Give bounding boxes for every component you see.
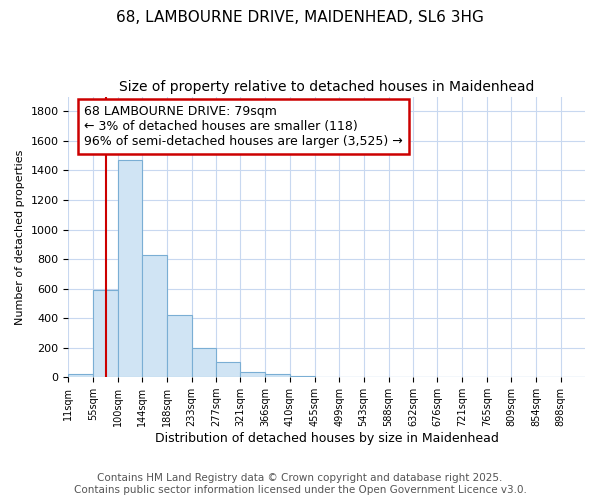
Bar (118, 160, 142, 377)
Bar (265, 374, 290, 377)
Bar (167, 315, 191, 377)
Text: 68 LAMBOURNE DRIVE: 79sqm
← 3% of detached houses are smaller (118)
96% of semi-: 68 LAMBOURNE DRIVE: 79sqm ← 3% of detach… (84, 105, 403, 148)
Bar (191, 348, 216, 377)
Text: 68, LAMBOURNE DRIVE, MAIDENHEAD, SL6 3HG: 68, LAMBOURNE DRIVE, MAIDENHEAD, SL6 3HG (116, 10, 484, 25)
X-axis label: Distribution of detached houses by size in Maidenhead: Distribution of detached houses by size … (155, 432, 499, 445)
Bar (216, 362, 241, 377)
Y-axis label: Number of detached properties: Number of detached properties (15, 149, 25, 324)
Bar (241, 372, 265, 377)
Bar (93, 290, 118, 377)
Text: Contains HM Land Registry data © Crown copyright and database right 2025.
Contai: Contains HM Land Registry data © Crown c… (74, 474, 526, 495)
Bar (68, 374, 93, 377)
Title: Size of property relative to detached houses in Maidenhead: Size of property relative to detached ho… (119, 80, 535, 94)
Bar (142, 254, 167, 377)
Bar (290, 376, 315, 377)
